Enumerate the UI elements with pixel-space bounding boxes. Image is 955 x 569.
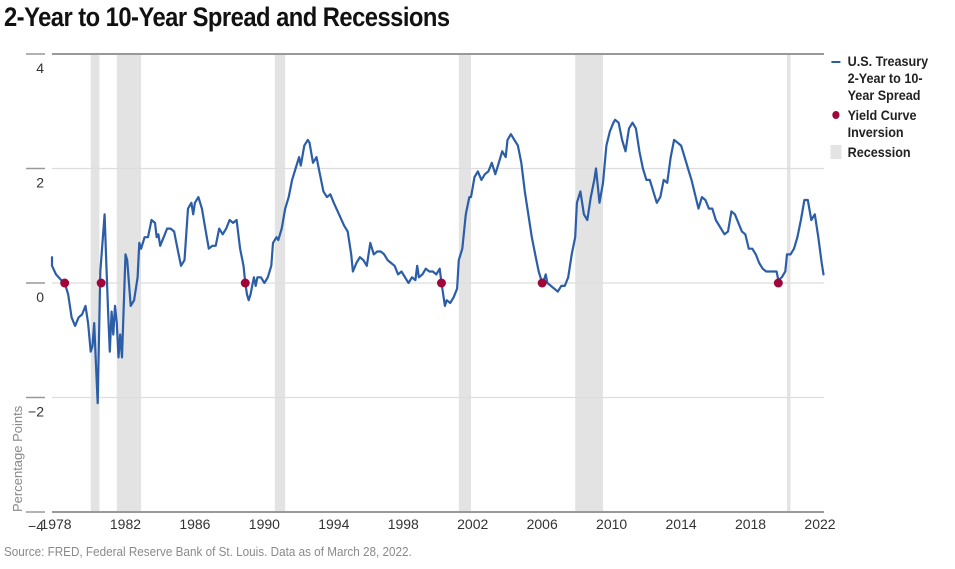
x-tick-label: 1990	[249, 516, 280, 532]
x-tick-label: 2002	[457, 516, 488, 532]
x-tick-label: 1986	[179, 516, 210, 532]
legend-item-recession: Recession	[826, 144, 939, 161]
x-tick-label: 2018	[735, 516, 766, 532]
spread-series-line	[50, 118, 825, 405]
rect-swatch-icon	[830, 145, 842, 159]
x-tick-label: 1982	[110, 516, 141, 532]
chart-title: 2-Year to 10-Year Spread and Recessions	[4, 2, 450, 32]
legend-label-recession: Recession	[847, 144, 911, 160]
y-tick-label: 4	[36, 60, 44, 76]
x-tick-label: 1998	[388, 516, 419, 532]
x-tick-label: 2010	[596, 516, 627, 532]
series-layer	[50, 118, 825, 405]
inversion-marker	[240, 278, 250, 288]
legend: U.S. Treasury 2-Year to 10-Year Spread Y…	[826, 53, 951, 164]
gridlines	[52, 53, 824, 513]
line-swatch-icon	[831, 61, 841, 63]
y-tick-label: 0	[36, 289, 44, 305]
y-tick-label: 2	[36, 175, 44, 191]
x-tick-label: 1994	[318, 516, 349, 532]
legend-label-series: U.S. Treasury 2-Year to 10-Year Spread	[847, 53, 929, 103]
inversion-marker	[436, 278, 446, 288]
x-tick-label: 2022	[804, 516, 835, 532]
dot-swatch-icon	[832, 111, 840, 119]
x-tick-label: 2006	[527, 516, 558, 532]
inversion-markers	[60, 278, 783, 288]
legend-item-inversion: Yield Curve Inversion	[826, 107, 939, 141]
x-tick-label: 2014	[666, 516, 697, 532]
x-tick-label: 1978	[40, 516, 71, 532]
legend-item-series: U.S. Treasury 2-Year to 10-Year Spread	[826, 53, 939, 104]
legend-label-inversion: Yield Curve Inversion	[847, 107, 917, 140]
inversion-marker	[773, 278, 783, 288]
source-note: Source: FRED, Federal Reserve Bank of St…	[4, 544, 412, 559]
y-axis-label: Percentage Points	[10, 405, 25, 512]
inversion-marker	[60, 278, 70, 288]
y-tick-label: −4	[28, 518, 44, 534]
inversion-marker	[537, 278, 547, 288]
inversion-marker	[96, 278, 106, 288]
y-tick-label: −2	[28, 404, 44, 420]
